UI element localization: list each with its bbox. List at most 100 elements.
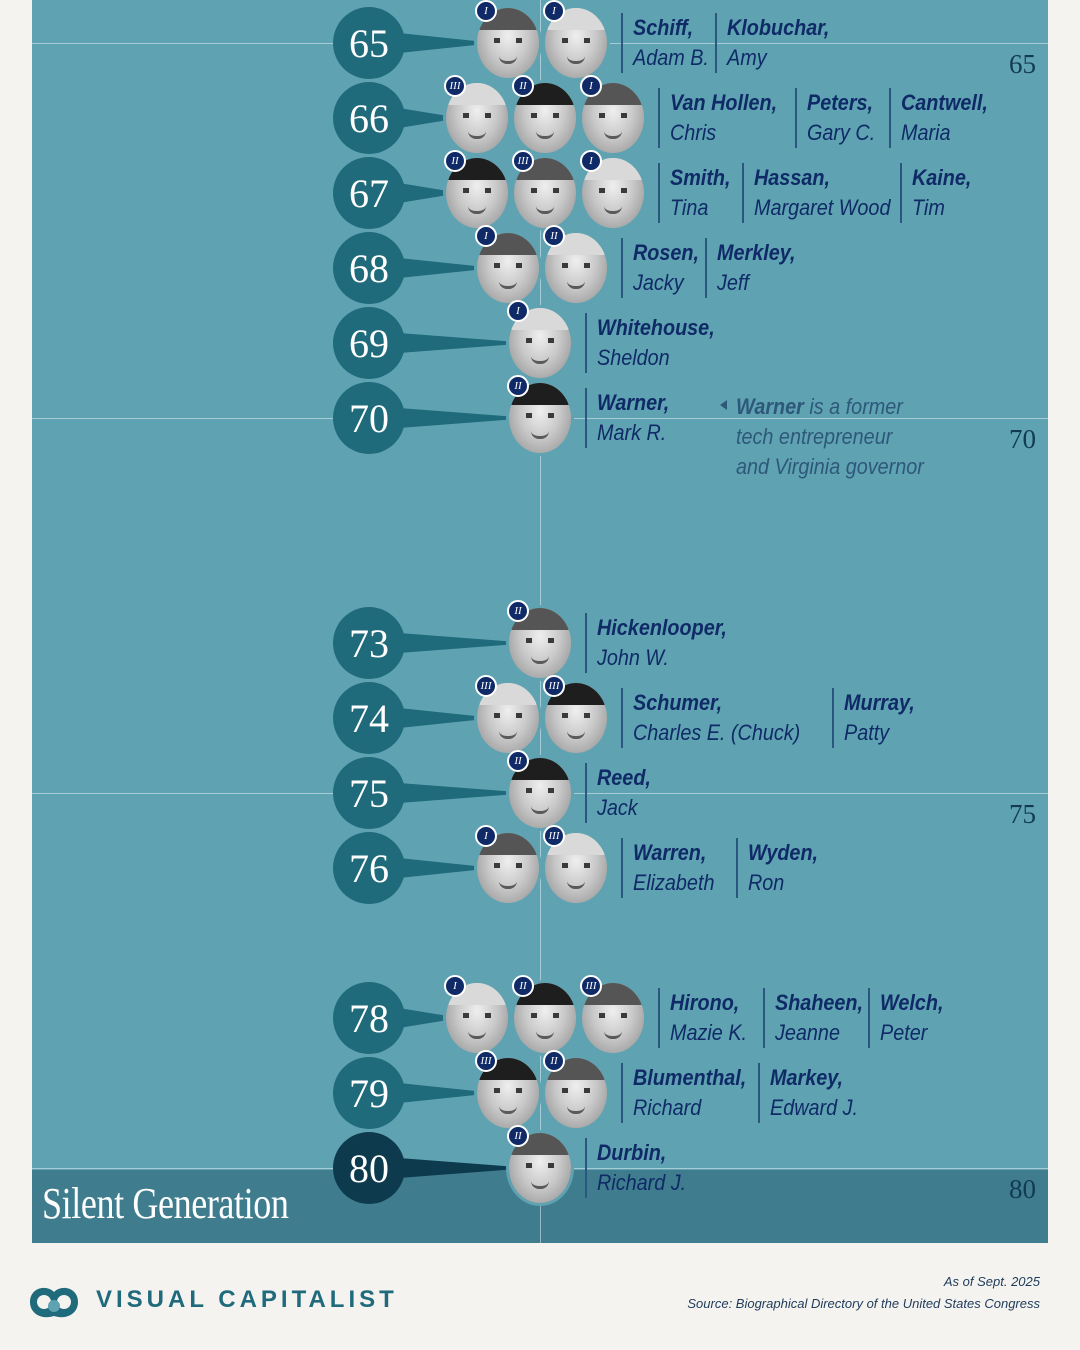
senator-first-name: Patty: [844, 720, 890, 745]
brand-name: VISUAL CAPITALIST: [96, 1286, 398, 1313]
senator-name: Durbin, Richard J.: [585, 1138, 696, 1198]
senator-name: Hirono, Mazie K.: [658, 988, 756, 1048]
portrait-eyes: [562, 38, 590, 43]
senator-name: Welch, Peter: [868, 988, 951, 1048]
portrait-mouth: [499, 731, 517, 739]
age-pointer: [399, 708, 485, 728]
portrait-mouth: [499, 881, 517, 889]
senator-last-name: Hassan,: [754, 165, 830, 190]
portrait-mouth: [531, 431, 549, 439]
term-badge: III: [475, 1050, 497, 1072]
age-circle: 79: [333, 1057, 405, 1129]
senator-first-name: Amy: [727, 45, 767, 70]
senator-first-name: Sheldon: [597, 345, 670, 370]
senator-name: Cantwell, Maria: [889, 88, 998, 148]
annotation-line3: and Virginia governor: [736, 454, 924, 479]
senator-first-name: Margaret Wood: [754, 195, 891, 220]
age-circle: 65: [333, 7, 405, 79]
senator-name: Hickenlooper, John W.: [585, 613, 741, 673]
portrait-mouth: [536, 131, 554, 139]
term-badge: II: [507, 750, 529, 772]
senator-name: Klobuchar, Amy: [715, 13, 841, 73]
senator-first-name: Tim: [912, 195, 945, 220]
senator-name: Peters, Gary C.: [795, 88, 883, 148]
senator-first-name: Edward J.: [770, 1095, 859, 1120]
portrait-mouth: [567, 56, 585, 64]
portrait-eyes: [531, 1013, 559, 1018]
age-pointer: [399, 858, 485, 878]
portrait-eyes: [526, 638, 554, 643]
portrait-eyes: [526, 338, 554, 343]
senator-last-name: Murray,: [844, 690, 915, 715]
senator-name: Shaheen, Jeanne: [763, 988, 873, 1048]
portrait-eyes: [526, 1163, 554, 1168]
portrait-mouth: [468, 131, 486, 139]
term-badge: II: [512, 75, 534, 97]
term-badge: II: [444, 150, 466, 172]
senator-last-name: Smith,: [670, 165, 731, 190]
portrait-eyes: [562, 713, 590, 718]
portrait-mouth: [567, 1106, 585, 1114]
term-badge: I: [543, 0, 565, 22]
senator-first-name: Peter: [880, 1020, 928, 1045]
portrait-eyes: [463, 188, 491, 193]
term-badge: I: [580, 75, 602, 97]
portrait-mouth: [531, 806, 549, 814]
portrait-eyes: [494, 713, 522, 718]
portrait-mouth: [468, 1031, 486, 1039]
age-pointer: [399, 333, 517, 353]
term-badge: I: [444, 975, 466, 997]
annotation-line2: tech entrepreneur: [736, 424, 893, 449]
y-tick-label: 65: [1009, 49, 1036, 79]
senator-last-name: Hirono,: [670, 990, 740, 1015]
senator-name: Markey, Edward J.: [758, 1063, 868, 1123]
age-circle: 68: [333, 232, 405, 304]
senator-first-name: Charles E. (Chuck): [633, 720, 801, 745]
age-circle: 67: [333, 157, 405, 229]
warner-annotation: Warner is a former tech entrepreneur and…: [736, 392, 952, 482]
age-circle: 74: [333, 682, 405, 754]
senator-portrait: [514, 83, 576, 153]
age-pointer: [399, 1083, 485, 1103]
senator-first-name: Richard J.: [597, 1170, 687, 1195]
senator-last-name: Cantwell,: [901, 90, 988, 115]
senator-first-name: Richard: [633, 1095, 702, 1120]
term-badge: I: [475, 825, 497, 847]
age-pointer: [399, 33, 485, 53]
senator-first-name: Maria: [901, 120, 951, 145]
senator-first-name: Chris: [670, 120, 717, 145]
term-badge: I: [475, 225, 497, 247]
age-pointer: [399, 1008, 454, 1028]
portrait-mouth: [499, 1106, 517, 1114]
term-badge: I: [580, 150, 602, 172]
term-badge: III: [475, 675, 497, 697]
annotation-arrow-icon: [720, 400, 727, 410]
portrait-mouth: [536, 206, 554, 214]
portrait-mouth: [531, 1181, 549, 1189]
senator-last-name: Van Hollen,: [670, 90, 778, 115]
senator-last-name: Markey,: [770, 1065, 844, 1090]
senator-first-name: Ron: [748, 870, 785, 895]
portrait-eyes: [494, 863, 522, 868]
portrait-mouth: [604, 206, 622, 214]
portrait-mouth: [567, 881, 585, 889]
senator-first-name: Mark R.: [597, 420, 667, 445]
age-pointer: [399, 408, 517, 428]
senator-last-name: Welch,: [880, 990, 944, 1015]
term-badge: III: [543, 675, 565, 697]
generation-label: Silent Generation: [42, 1179, 289, 1228]
senator-name: Schiff, Adam B.: [621, 13, 717, 73]
senator-name: Murray, Patty: [832, 688, 923, 748]
senator-first-name: Tina: [670, 195, 709, 220]
age-circle: 75: [333, 757, 405, 829]
portrait-eyes: [526, 413, 554, 418]
senator-last-name: Wyden,: [748, 840, 819, 865]
term-badge: I: [475, 0, 497, 22]
portrait-eyes: [531, 188, 559, 193]
senator-name: Van Hollen, Chris: [658, 88, 789, 148]
portrait-eyes: [494, 38, 522, 43]
age-pointer: [399, 183, 454, 203]
senator-last-name: Shaheen,: [775, 990, 864, 1015]
senator-first-name: John W.: [597, 645, 669, 670]
portrait-eyes: [526, 788, 554, 793]
